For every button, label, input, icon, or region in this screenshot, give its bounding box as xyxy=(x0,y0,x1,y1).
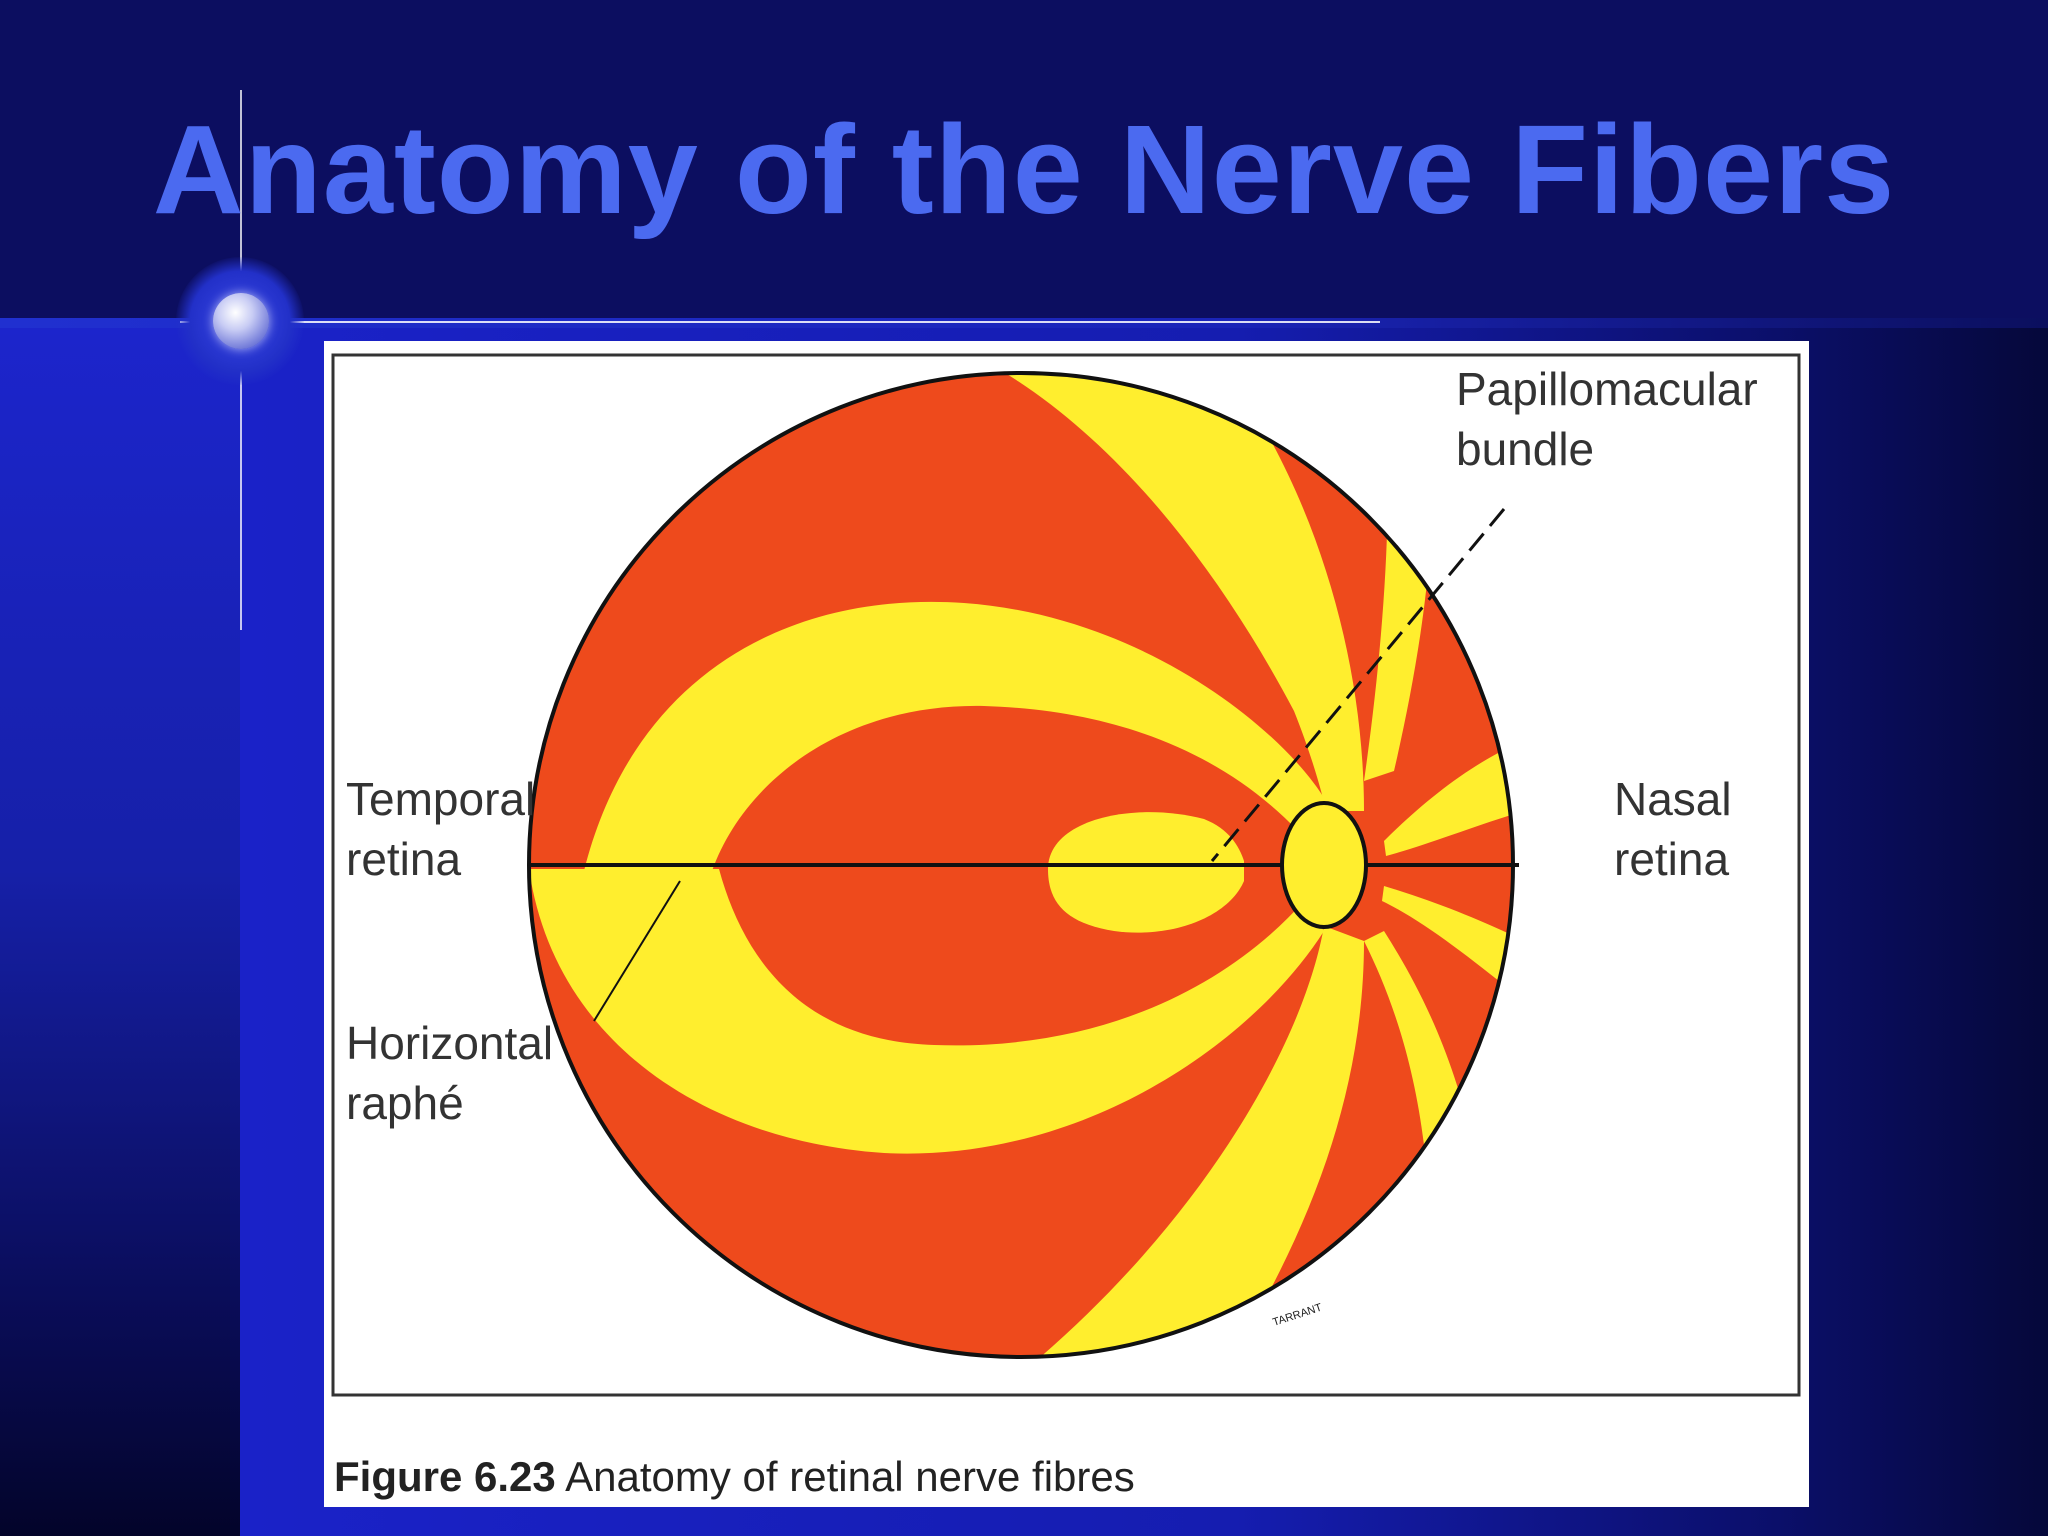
horizontal-rule xyxy=(180,321,1380,323)
papillomacular-label: Papillomacular bundle xyxy=(1456,363,1758,475)
figure-panel: TARRANT Papillomacular bundle Temporal r… xyxy=(324,341,1809,1507)
papillomacular-loop xyxy=(1048,812,1244,933)
nasal-radial-yellow-1 xyxy=(1384,741,1513,856)
figure-caption: Figure 6.23 Anatomy of retinal nerve fib… xyxy=(334,1453,1135,1501)
upper-arcuate-yellow xyxy=(944,373,1364,811)
figure-frame xyxy=(331,353,1801,1397)
retinal-fiber-diagram: TARRANT xyxy=(331,353,1801,1397)
caption-text: Anatomy of retinal nerve fibres xyxy=(565,1453,1135,1500)
left-band xyxy=(0,325,240,1536)
upper-yellow-band xyxy=(584,601,1326,871)
lower-yellow-band xyxy=(529,869,1324,1154)
divider-strip xyxy=(0,318,2048,328)
caption-number: Figure 6.23 xyxy=(334,1453,556,1500)
papillomacular-pointer xyxy=(1210,508,1506,862)
slide-title: Anatomy of the Nerve Fibers xyxy=(152,99,1896,240)
optic-disc xyxy=(1280,801,1368,929)
raphe-pointer xyxy=(593,880,681,1022)
temporal-retina-label: Temporal retina xyxy=(346,773,536,885)
nasal-radial-yellow-2 xyxy=(1382,886,1513,1001)
title-band xyxy=(0,0,2048,325)
nasal-retina-label: Nasal retina xyxy=(1614,773,1732,885)
lower-arcuate-yellow xyxy=(1024,926,1364,1357)
horizontal-raphe-label: Horizontal raphé xyxy=(346,1017,554,1129)
artist-signature: TARRANT xyxy=(1271,1302,1324,1329)
orb-icon xyxy=(213,293,269,349)
